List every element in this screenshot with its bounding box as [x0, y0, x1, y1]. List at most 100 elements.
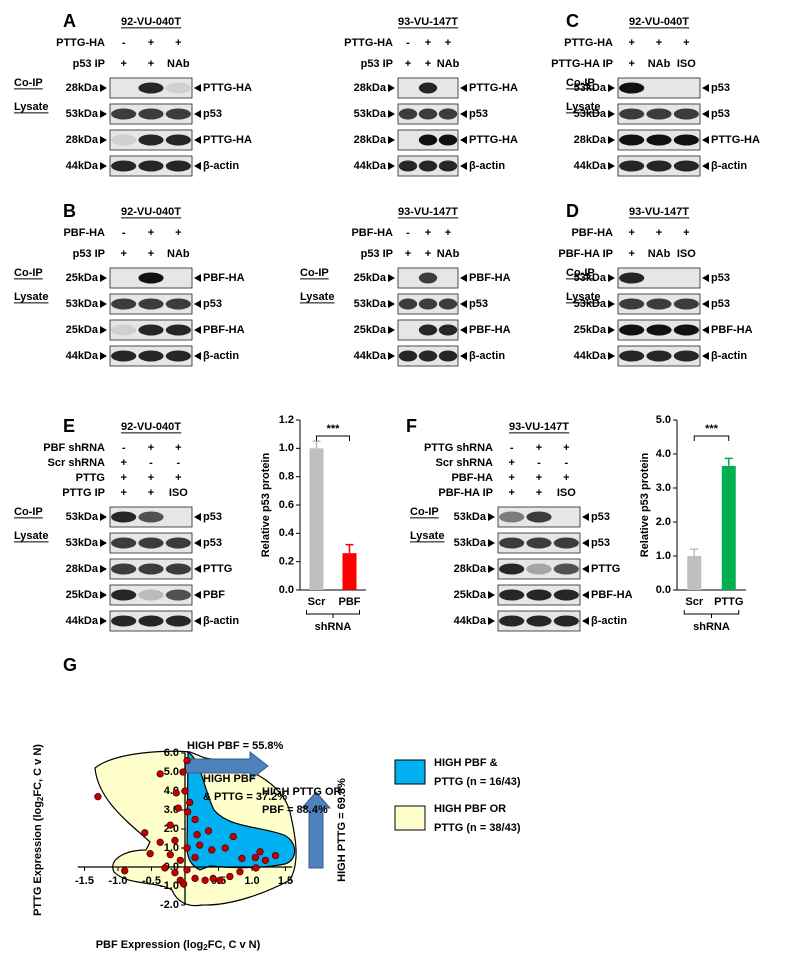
condition-value: -: [122, 442, 126, 454]
y-tick-label: 5.0: [656, 414, 671, 426]
arrow-marker: [100, 539, 107, 547]
condition-value: +: [563, 472, 569, 484]
section-label: Co-IP: [566, 77, 595, 89]
arrow-marker: [702, 110, 709, 118]
error-bar: [724, 457, 733, 466]
band: [398, 298, 418, 310]
blot-panel: A 92-VU-040T PTTG-HA - + + p53 IP + + NAb 28kDa PTT…: [14, 11, 252, 177]
condition-label: Scr shRNA: [48, 457, 106, 469]
arrow-marker: [194, 539, 201, 547]
band: [553, 563, 579, 575]
condition-value: +: [405, 58, 411, 70]
legend-label: PTTG (n = 38/43): [434, 822, 521, 834]
protein-label: PTTG-HA: [203, 82, 252, 94]
label-part: 2: [203, 943, 208, 952]
band: [619, 108, 645, 120]
arrow-marker: [388, 300, 395, 308]
protein-label: p53: [203, 537, 222, 549]
x-tick-label: -0.5: [142, 875, 161, 887]
condition-value: +: [425, 58, 431, 70]
group-bracket: [306, 610, 360, 618]
panel-letter: E: [63, 416, 75, 436]
band: [673, 324, 699, 336]
band: [111, 563, 137, 575]
point: [156, 770, 164, 778]
band: [499, 511, 525, 523]
condition-label: p53 IP: [361, 248, 393, 260]
band: [165, 615, 191, 627]
band: [418, 350, 438, 362]
condition-value: -: [176, 457, 180, 469]
xlabel-label: PBF Expression (log2FC, C v N): [96, 939, 261, 952]
condition-value: ISO: [169, 487, 188, 499]
section-label: Lysate: [300, 291, 334, 303]
y-tick-label: 1.0: [164, 842, 179, 854]
protein-label: p53: [203, 298, 222, 310]
condition-label: PTTG-HA: [56, 37, 105, 49]
arrow-marker: [582, 539, 589, 547]
band: [165, 160, 191, 172]
section-label: Co-IP: [14, 77, 43, 89]
panel-letter: F: [406, 416, 417, 436]
condition-label: PTTG: [76, 472, 105, 484]
condition-value: +: [536, 442, 542, 454]
arrow-marker: [608, 326, 615, 334]
annotation: & PTTG = 37.2%: [203, 791, 287, 803]
band: [673, 134, 699, 146]
point: [156, 838, 164, 846]
arrow-marker: [100, 274, 107, 282]
size-label: 44kDa: [574, 350, 607, 362]
panel-title: 92-VU-040T: [629, 16, 689, 28]
label-part: FC, C v N): [208, 939, 261, 951]
label-part: PTTG Expression (log: [32, 801, 44, 916]
band: [553, 615, 579, 627]
band: [646, 160, 672, 172]
condition-value: NAb: [167, 58, 190, 70]
annotation: HIGH PTTG OR: [262, 786, 342, 798]
section-label: Lysate: [566, 101, 600, 113]
panel-letter: A: [63, 11, 76, 31]
band: [619, 324, 645, 336]
band: [438, 298, 458, 310]
arrow-marker: [460, 326, 467, 334]
legend-swatch: [394, 805, 426, 831]
arrow-marker: [100, 84, 107, 92]
condition-value: +: [445, 227, 451, 239]
point: [166, 821, 174, 829]
size-label: 53kDa: [574, 298, 607, 310]
group-label: shRNA: [315, 621, 352, 633]
section-label: Co-IP: [410, 506, 439, 518]
section-label: Co-IP: [300, 267, 329, 279]
label-part: PBF Expression (log: [96, 939, 204, 951]
high-pbf-and-pttg-region: [186, 750, 296, 871]
band: [673, 160, 699, 172]
size-label: 25kDa: [574, 324, 607, 336]
size-label: 44kDa: [66, 350, 99, 362]
condition-value: +: [445, 37, 451, 49]
arrow-marker: [488, 565, 495, 573]
condition-value: +: [536, 487, 542, 499]
condition-value: NAb: [648, 58, 671, 70]
error-bar: [690, 548, 699, 556]
band: [165, 298, 191, 310]
band: [111, 511, 137, 523]
panel-title: 92-VU-040T: [121, 421, 181, 433]
band: [138, 160, 164, 172]
protein-label: PTTG-HA: [469, 82, 518, 94]
y-tick-label: -1.0: [160, 880, 179, 892]
arrow-marker: [608, 162, 615, 170]
point: [229, 832, 237, 841]
point: [191, 853, 199, 862]
band: [138, 272, 164, 284]
point: [183, 844, 191, 852]
arrow-marker: [702, 274, 709, 282]
panel-letter: C: [566, 11, 579, 31]
size-label: 28kDa: [66, 134, 99, 146]
protein-label: PTTG: [591, 563, 620, 575]
section-label: Lysate: [14, 291, 48, 303]
band: [165, 563, 191, 575]
legend-swatch: [394, 759, 426, 785]
y-tick-label: 0.2: [279, 556, 294, 568]
band: [553, 589, 579, 601]
condition-value: ISO: [557, 487, 576, 499]
